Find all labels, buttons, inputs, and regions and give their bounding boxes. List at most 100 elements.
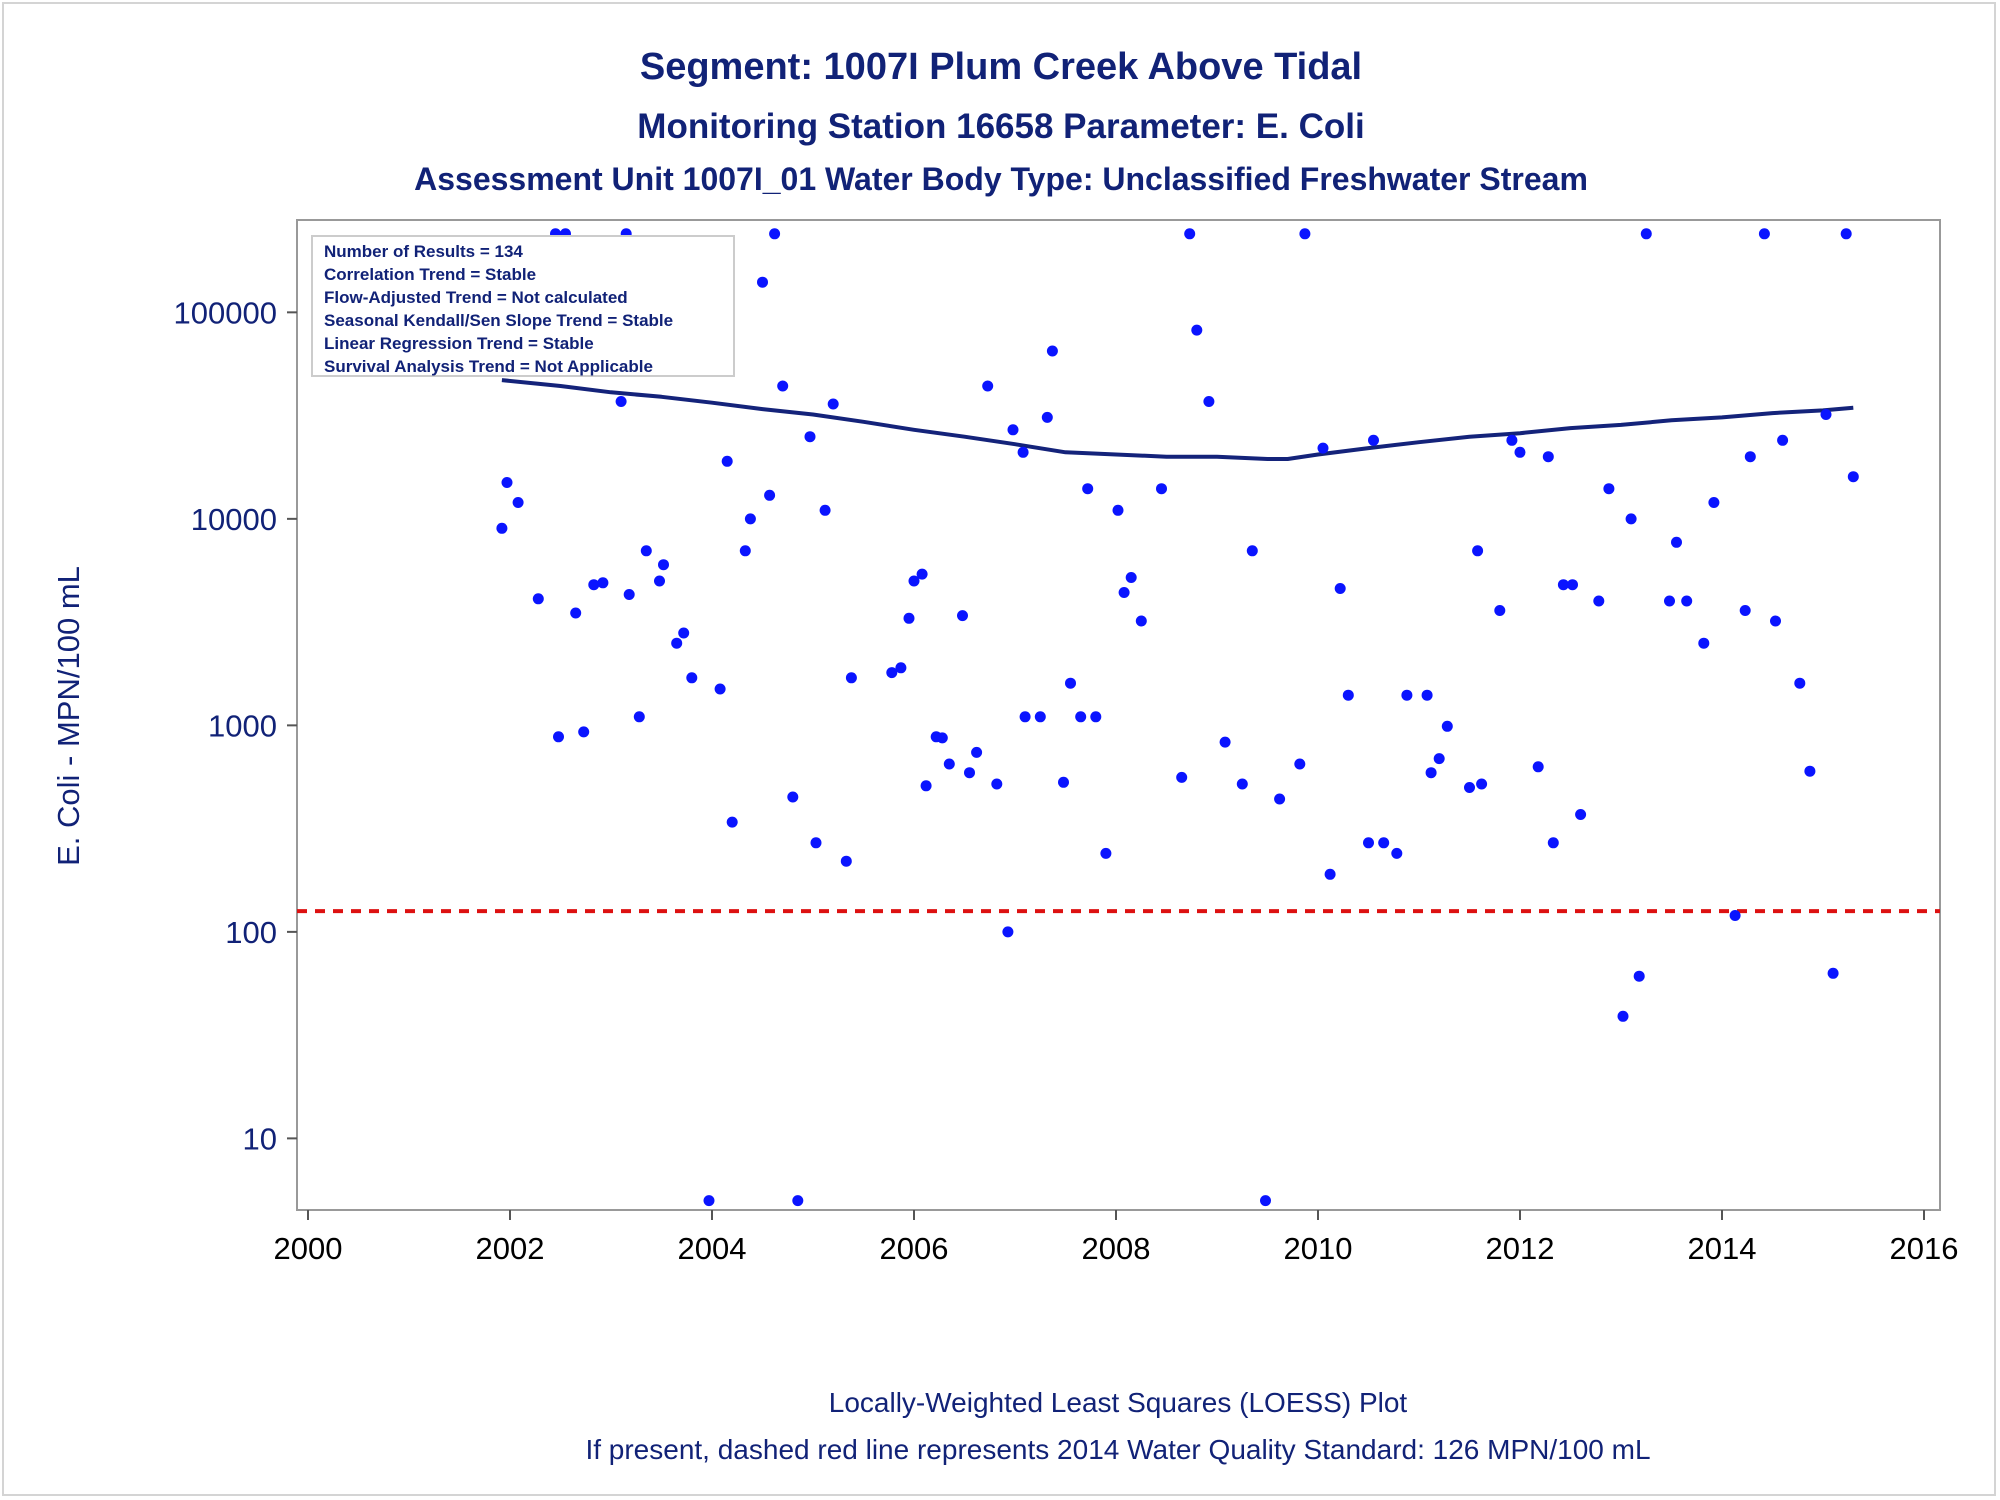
x-tick-label: 2004 xyxy=(678,1231,747,1266)
data-point xyxy=(1476,778,1488,790)
loess-group xyxy=(501,378,1854,461)
data-point xyxy=(1744,451,1756,463)
data-point xyxy=(1794,677,1806,689)
data-point xyxy=(903,612,915,624)
data-point xyxy=(744,513,756,525)
data-point xyxy=(1425,767,1437,779)
data-point xyxy=(769,228,781,240)
data-point xyxy=(1575,809,1587,820)
data-point xyxy=(1203,396,1215,407)
data-point xyxy=(1664,595,1675,607)
data-point xyxy=(964,767,975,779)
data-point xyxy=(916,568,928,580)
data-point xyxy=(678,627,690,639)
data-point xyxy=(1729,910,1741,921)
footnote-line-2: If present, dashed red line represents 2… xyxy=(585,1434,1650,1465)
data-point xyxy=(936,732,948,744)
chart-title: Segment: 1007I Plum Creek Above Tidal xyxy=(640,46,1362,88)
data-point xyxy=(1007,424,1019,436)
chart-subtitle-2: Assessment Unit 1007I_01 Water Body Type… xyxy=(414,161,1588,197)
data-point xyxy=(1557,579,1569,591)
data-point xyxy=(1317,442,1329,454)
x-tick-label: 2000 xyxy=(274,1231,343,1266)
data-point xyxy=(895,662,907,674)
data-point xyxy=(1547,837,1559,849)
data-point xyxy=(1840,228,1852,240)
x-tick-label: 2014 xyxy=(1688,1231,1757,1266)
data-point xyxy=(1112,504,1124,516)
data-point xyxy=(777,380,789,392)
data-point xyxy=(1191,324,1203,336)
stats-line: Number of Results = 134 xyxy=(324,242,523,261)
data-point xyxy=(1156,483,1167,495)
stats-line: Survival Analysis Trend = Not Applicable xyxy=(324,357,653,376)
data-point xyxy=(1433,753,1445,765)
data-point xyxy=(1118,587,1130,598)
data-point xyxy=(686,672,698,684)
data-point xyxy=(1246,545,1258,557)
data-point xyxy=(792,1195,804,1207)
data-point xyxy=(623,589,635,600)
data-point xyxy=(1378,837,1390,849)
data-point xyxy=(908,575,920,587)
data-point xyxy=(819,504,831,516)
data-point xyxy=(943,758,955,770)
footnote-line-1: Locally-Weighted Least Squares (LOESS) P… xyxy=(829,1387,1408,1418)
data-point xyxy=(1125,572,1137,583)
data-point xyxy=(1804,765,1816,777)
data-point xyxy=(1820,409,1832,420)
data-point xyxy=(1421,689,1433,701)
data-point xyxy=(1506,434,1518,446)
stats-line: Correlation Trend = Stable xyxy=(324,265,536,284)
x-tick-label: 2002 xyxy=(476,1231,545,1266)
data-point xyxy=(991,778,1003,790)
x-tick-label: 2008 xyxy=(1082,1231,1151,1266)
data-point xyxy=(1002,926,1014,938)
data-point xyxy=(1046,345,1058,357)
stats-lines: Number of Results = 134 Correlation Trend… xyxy=(324,242,673,376)
data-point xyxy=(714,683,726,695)
data-point xyxy=(1017,446,1029,458)
data-point xyxy=(1532,761,1544,773)
loess-line xyxy=(501,378,1854,461)
stats-box xyxy=(311,235,735,377)
data-point xyxy=(1135,615,1147,627)
data-point xyxy=(1184,228,1196,240)
stats-line: Seasonal Kendall/Sen Slope Trend = Stabl… xyxy=(324,311,673,330)
data-point xyxy=(1075,711,1087,723)
x-tick-label: 2010 xyxy=(1284,1231,1353,1266)
data-point xyxy=(553,731,564,743)
data-point xyxy=(810,837,822,849)
data-point xyxy=(1542,451,1554,463)
data-point xyxy=(1236,778,1248,790)
data-point xyxy=(739,545,751,557)
data-point xyxy=(1274,793,1286,805)
data-point xyxy=(658,559,669,571)
data-point xyxy=(1640,228,1652,240)
data-point xyxy=(764,489,776,501)
axes: 2000 2002 2004 2006 2008 2010 2012 2014 2016 10 10… xyxy=(174,295,1959,1266)
data-point xyxy=(1617,1010,1629,1022)
data-point xyxy=(633,711,645,723)
data-point xyxy=(721,455,733,467)
data-point xyxy=(1758,228,1770,240)
data-point xyxy=(886,667,898,679)
data-point xyxy=(1219,736,1231,748)
data-point xyxy=(578,726,590,738)
points-group xyxy=(496,228,1859,1207)
data-point xyxy=(971,746,983,758)
data-point xyxy=(1363,837,1374,849)
plot-area xyxy=(296,219,1941,1211)
data-point xyxy=(570,607,582,619)
data-point xyxy=(1464,782,1475,793)
y-tick-label: 10 xyxy=(243,1121,277,1156)
data-point xyxy=(532,593,544,605)
data-point xyxy=(845,672,857,684)
data-point xyxy=(615,396,627,407)
data-point xyxy=(1681,595,1693,607)
data-point xyxy=(1472,545,1484,557)
data-point xyxy=(1176,771,1188,783)
data-point xyxy=(1567,579,1578,591)
data-point xyxy=(757,276,768,288)
